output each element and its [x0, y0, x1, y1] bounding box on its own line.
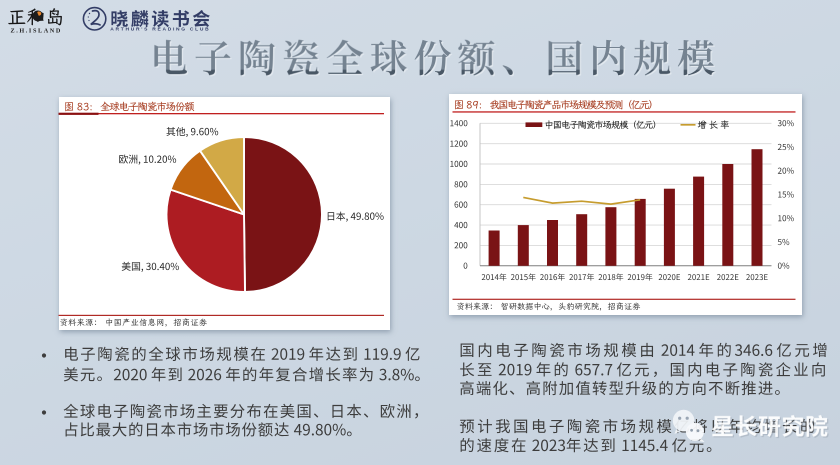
svg-text:Z.H.ISLAND: Z.H.ISLAND: [11, 28, 62, 35]
svg-text:ARTHUR'S READING CLUB: ARTHUR'S READING CLUB: [110, 27, 210, 33]
